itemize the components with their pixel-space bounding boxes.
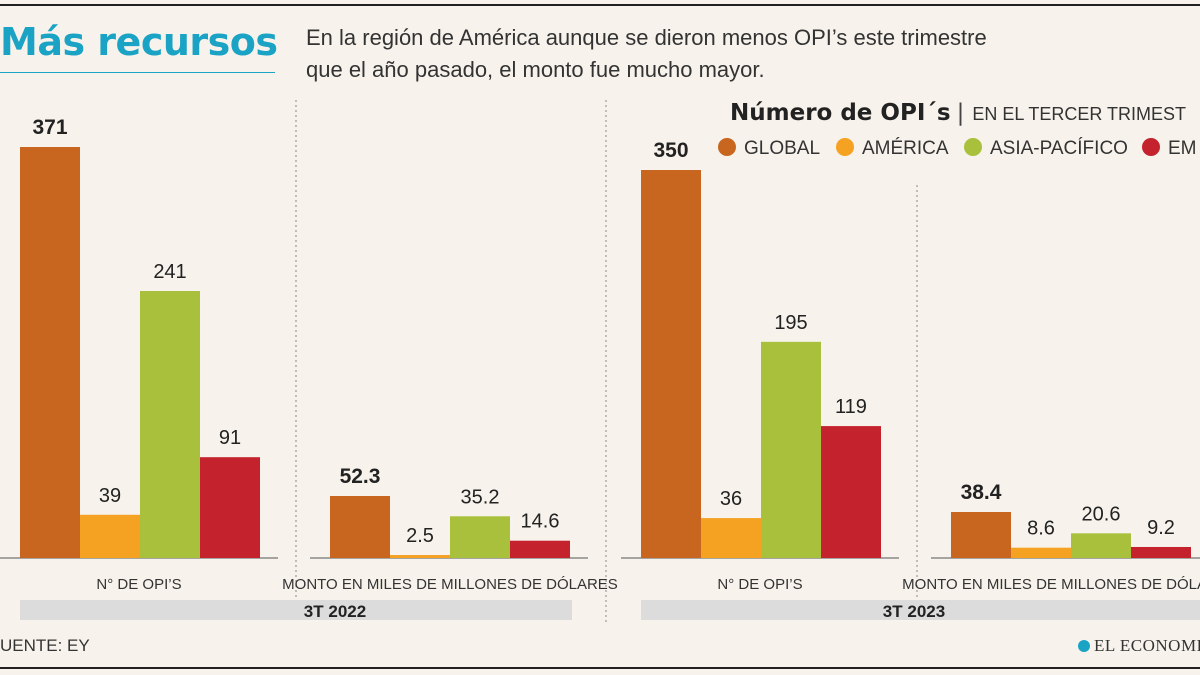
- bar-em-3: [821, 426, 881, 558]
- bar-asia-pacifico-2: [450, 516, 510, 558]
- legend-item-global: GLOBAL: [718, 138, 820, 160]
- value-label-america-1: 39: [99, 485, 121, 507]
- axis-label-3: N° DE OPI’S: [717, 576, 802, 593]
- bar-asia-pacifico-1: [140, 291, 200, 558]
- legend-label-america: AMÉRICA: [862, 138, 949, 159]
- legend-item-asia-pacifico: ASIA-PACÍFICO: [964, 138, 1128, 160]
- bar-em-1: [200, 457, 260, 558]
- bar-global-2: [330, 496, 390, 558]
- value-label-em-1: 91: [219, 427, 241, 449]
- title-underline: [0, 72, 275, 73]
- legend-title: Número de OPI´s | EN EL TERCER TRIMEST: [730, 100, 1186, 126]
- value-label-global-3: 350: [653, 139, 688, 162]
- axis-label-4: MONTO EN MILES DE MILLONES DE DÓLARES: [902, 576, 1200, 593]
- legend-swatch-global: [718, 138, 736, 156]
- value-label-global-2: 52.3: [340, 465, 381, 488]
- legend-subtitle: EN EL TERCER TRIMEST: [972, 104, 1187, 124]
- bar-america-2: [390, 555, 450, 558]
- value-label-america-4: 8.6: [1027, 518, 1055, 540]
- bottom-rule: [0, 667, 1200, 669]
- value-label-asia-pacifico-3: 195: [774, 312, 807, 334]
- bar-em-2: [510, 540, 570, 558]
- brand-logo: EL ECONOMIS: [1078, 636, 1200, 656]
- page-title: Más recursos: [0, 20, 278, 64]
- bar-america-1: [80, 514, 140, 558]
- legend-swatch-asia-pacifico: [964, 138, 982, 156]
- legend-item-em: EM: [1142, 138, 1197, 160]
- legend-swatch-em: [1142, 138, 1160, 156]
- legend-swatch-america: [836, 138, 854, 156]
- value-label-em-3: 119: [835, 396, 867, 418]
- source-note: UENTE: EY: [0, 636, 90, 655]
- period-band-2: [641, 600, 1200, 620]
- legend-item-america: AMÉRICA: [836, 138, 949, 160]
- value-label-asia-pacifico-1: 241: [153, 261, 186, 283]
- bar-america-4: [1011, 547, 1071, 558]
- bar-asia-pacifico-3: [761, 341, 821, 558]
- top-rule: [0, 4, 1200, 6]
- legend-title-text: Número de OPI´s: [730, 100, 951, 126]
- brand-name: EL ECONOMIS: [1094, 636, 1200, 655]
- value-label-global-1: 371: [32, 116, 67, 139]
- axis-label-1: N° DE OPI’S: [96, 576, 181, 593]
- period-band-1: [20, 600, 572, 620]
- bar-asia-pacifico-4: [1071, 533, 1131, 558]
- legend-label-asia-pacifico: ASIA-PACÍFICO: [990, 138, 1128, 159]
- value-label-america-3: 36: [720, 488, 742, 510]
- legend-separator: |: [956, 100, 965, 126]
- bar-global-1: [20, 147, 80, 558]
- value-label-em-2: 14.6: [521, 511, 560, 533]
- legend-label-em: EM: [1168, 138, 1197, 159]
- value-label-global-4: 38.4: [961, 481, 1002, 504]
- value-label-asia-pacifico-2: 35.2: [461, 486, 500, 508]
- axis-label-2: MONTO EN MILES DE MILLONES DE DÓLARES: [282, 576, 618, 593]
- bar-global-3: [641, 170, 701, 558]
- bar-america-3: [701, 518, 761, 558]
- period-label-1: 3T 2022: [304, 602, 366, 621]
- bar-global-4: [951, 512, 1011, 558]
- legend-label-global: GLOBAL: [744, 138, 821, 159]
- brand-icon: [1078, 640, 1090, 652]
- period-label-2: 3T 2023: [883, 602, 945, 621]
- page-subtitle: En la región de América aunque se dieron…: [306, 25, 987, 82]
- value-label-em-4: 9.2: [1147, 517, 1175, 539]
- bar-em-4: [1131, 546, 1191, 558]
- value-label-america-2: 2.5: [406, 525, 434, 547]
- value-label-asia-pacifico-4: 20.6: [1082, 503, 1121, 525]
